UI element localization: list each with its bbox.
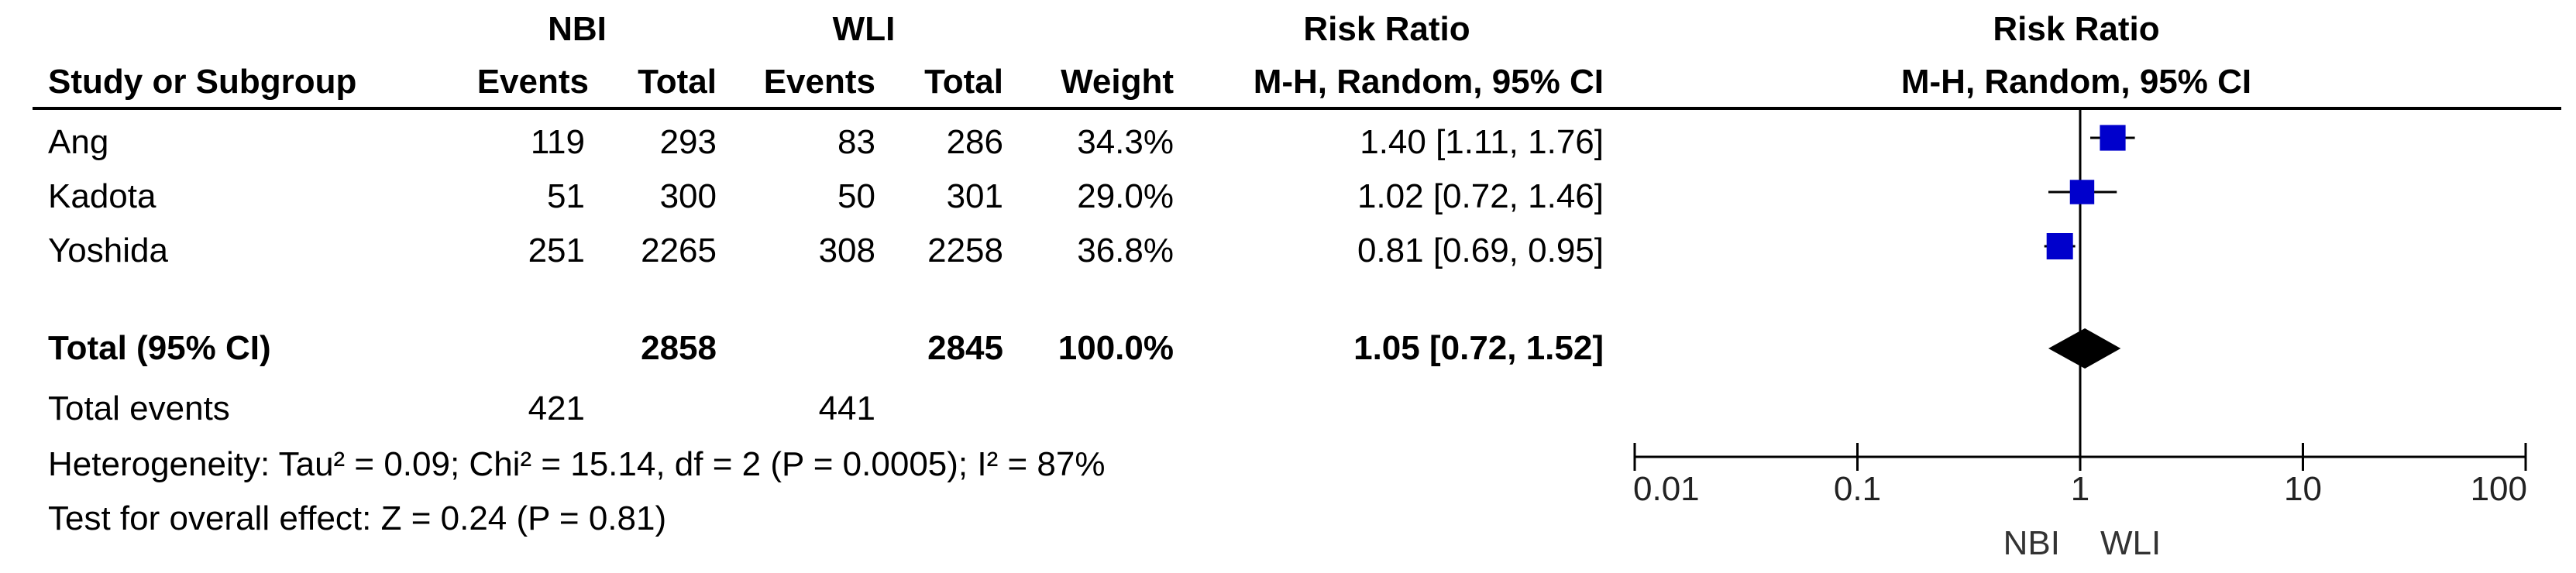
events2-header: Events bbox=[763, 63, 875, 101]
total-events1: 421 bbox=[528, 389, 585, 427]
events2-value: 50 bbox=[837, 177, 875, 215]
tick-label: 0.1 bbox=[1834, 470, 1881, 508]
group2-header: WLI bbox=[832, 10, 896, 48]
events1-value: 119 bbox=[530, 123, 585, 161]
weight-header: Weight bbox=[1061, 63, 1174, 101]
total1-sum: 2858 bbox=[641, 329, 717, 367]
total2-value: 301 bbox=[946, 177, 1003, 215]
study-name: Kadota bbox=[48, 177, 156, 215]
group1-header: NBI bbox=[548, 10, 607, 48]
tick-label: 100 bbox=[2471, 470, 2527, 508]
favours-right-label: WLI bbox=[2100, 524, 2161, 562]
study-name: Yoshida bbox=[48, 232, 168, 269]
heterogeneity-text: Heterogeneity: Tau² = 0.09; Chi² = 15.14… bbox=[48, 445, 1106, 483]
total1-value: 293 bbox=[659, 123, 717, 161]
events1-value: 51 bbox=[547, 177, 585, 215]
study-marker bbox=[2069, 180, 2095, 204]
weight-value: 34.3% bbox=[1077, 123, 1174, 161]
study-column-header: Study or Subgroup bbox=[48, 63, 357, 101]
favours-left-label: NBI bbox=[2003, 524, 2060, 562]
total1-value: 300 bbox=[659, 177, 717, 215]
risk-ratio-plot-header: Risk Ratio bbox=[1993, 10, 2160, 48]
total-events2: 441 bbox=[818, 389, 875, 427]
weight-value: 36.8% bbox=[1077, 232, 1174, 269]
tick-label: 1 bbox=[2071, 470, 2089, 508]
events1-header: Events bbox=[476, 63, 589, 101]
method-plot-header: M-H, Random, 95% CI bbox=[1900, 63, 2252, 101]
plot-layer: 0.01 0.1 1 10 100 NBI WLI bbox=[1633, 108, 2527, 562]
tick-label: 0.01 bbox=[1633, 470, 1700, 508]
total-weight: 100.0% bbox=[1058, 329, 1174, 367]
total-events-label: Total events bbox=[48, 389, 230, 427]
study-marker bbox=[2046, 233, 2073, 259]
total-label: Total (95% CI) bbox=[48, 329, 271, 367]
total1-value: 2265 bbox=[641, 232, 717, 269]
ci-text: 1.40 [1.11, 1.76] bbox=[1360, 123, 1604, 161]
pooled-diamond bbox=[2048, 328, 2121, 369]
tick-label: 10 bbox=[2284, 470, 2322, 508]
events1-value: 251 bbox=[528, 232, 585, 269]
events2-value: 308 bbox=[818, 232, 875, 269]
study-marker bbox=[2100, 125, 2126, 151]
events2-value: 83 bbox=[837, 123, 875, 161]
method-text-header: M-H, Random, 95% CI bbox=[1253, 63, 1604, 101]
ci-text: 0.81 [0.69, 0.95] bbox=[1357, 232, 1604, 269]
risk-ratio-text-header: Risk Ratio bbox=[1303, 10, 1470, 48]
overall-effect-text: Test for overall effect: Z = 0.24 (P = 0… bbox=[48, 499, 667, 537]
total2-sum: 2845 bbox=[927, 329, 1003, 367]
pooled-ci-text: 1.05 [0.72, 1.52] bbox=[1353, 329, 1604, 367]
weight-value: 29.0% bbox=[1077, 177, 1174, 215]
ci-text: 1.02 [0.72, 1.46] bbox=[1357, 177, 1604, 215]
total1-header: Total bbox=[638, 63, 717, 101]
total2-value: 286 bbox=[946, 123, 1003, 161]
study-name: Ang bbox=[48, 123, 109, 161]
total2-header: Total bbox=[924, 63, 1003, 101]
total2-value: 2258 bbox=[927, 232, 1003, 269]
